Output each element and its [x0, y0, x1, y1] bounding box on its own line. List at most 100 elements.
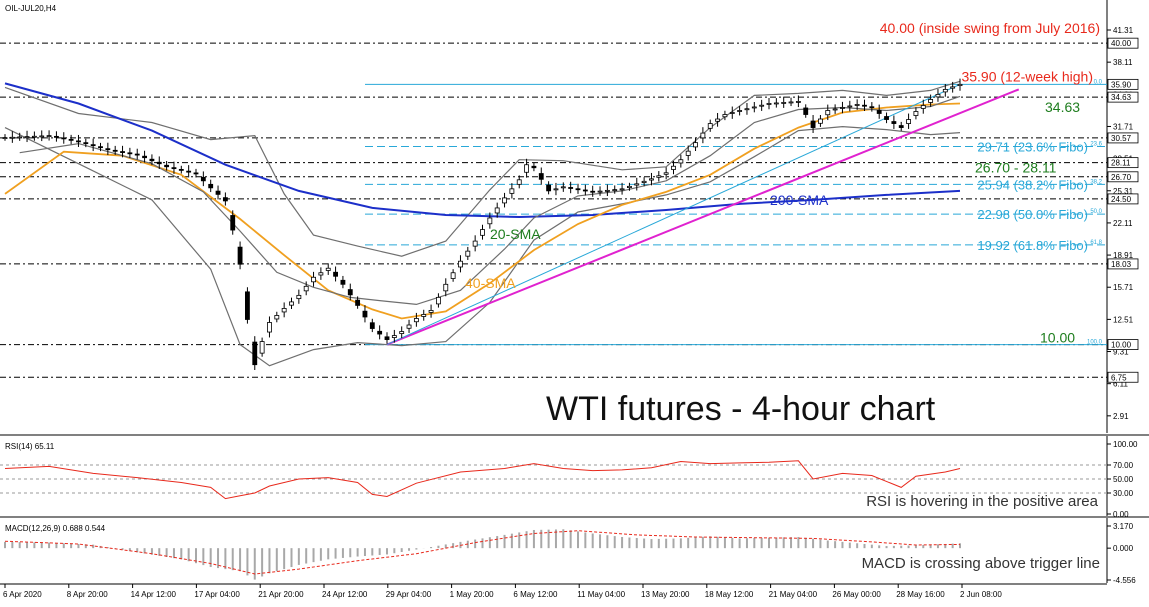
candle-body [737, 110, 743, 112]
fibo-ratio-label: 100.0 [1087, 340, 1103, 346]
candle-body [538, 173, 544, 180]
candle-body [200, 176, 206, 182]
price-label: 30.57 [1111, 134, 1132, 143]
candle-body [436, 296, 441, 305]
fibo-label: 19.92 (61.8% Fibo) [977, 238, 1088, 253]
candle-body [222, 197, 228, 202]
candle-body [832, 108, 838, 111]
candle-body [54, 135, 59, 138]
candle-body [935, 94, 941, 98]
candle-body [24, 136, 30, 139]
price-label: 35.90 [1111, 80, 1132, 89]
candle-body [428, 310, 434, 313]
candle-body [391, 335, 397, 338]
candle-body [781, 102, 787, 104]
candle-body [406, 324, 412, 329]
candle-body [840, 107, 845, 109]
fibo-ratio-label: 38.2 [1090, 179, 1102, 185]
macd-header: MACD(12,26,9) 0.688 0.544 [5, 524, 106, 533]
candle-body [928, 99, 934, 103]
candle-body [751, 106, 757, 109]
fibonacci-levels: 0.0 23.629.71 (23.6% Fibo) 38.225.94 (38.2… [365, 79, 1107, 346]
candle-body [98, 146, 103, 149]
candle-body [17, 136, 23, 139]
candle-body [590, 190, 596, 193]
candle-body [810, 120, 816, 128]
candle-body [942, 88, 948, 93]
candle-body [957, 83, 963, 87]
candle-body [215, 190, 221, 195]
rsi-series-line [4, 460, 961, 500]
candle-body [421, 314, 427, 317]
fibo-label: 29.71 (23.6% Fibo) [977, 140, 1088, 155]
macd-panel: MACD(12,26,9) 0.688 0.544 3.170 0.000 -4.5… [4, 518, 1136, 585]
candle-body [619, 188, 625, 191]
sma200-label: 200-SMA [770, 192, 829, 208]
macd-tick-label: 3.170 [1113, 522, 1134, 531]
candle-body [171, 167, 177, 170]
candle-body [862, 104, 867, 107]
price-tick-label: 9.31 [1113, 348, 1129, 357]
candle-body [627, 185, 632, 189]
price-label-box [1107, 258, 1139, 270]
fibo-ratio-label: 23.6 [1090, 142, 1102, 148]
time-tick-label: 13 May 20:00 [641, 590, 690, 599]
candle-body [869, 106, 875, 109]
chart-title: WTI futures - 4-hour chart [546, 390, 936, 428]
candle-body [788, 101, 794, 104]
candle-body [443, 283, 449, 292]
candle-body [362, 310, 368, 318]
candle-body [575, 188, 581, 191]
level-annotations: 40.00 (inside swing from July 2016) 35.90… [880, 20, 1100, 345]
candle-body [795, 101, 801, 103]
candle-body [604, 189, 610, 192]
price-tick-label: 15.71 [1113, 283, 1134, 292]
time-tick-label: 21 May 04:00 [769, 590, 818, 599]
price-tick-label: 18.91 [1113, 251, 1134, 260]
candle-body [891, 121, 897, 124]
rsi-levels [0, 464, 1107, 494]
macd-tick-label: -4.556 [1113, 576, 1136, 585]
candle-body [502, 197, 507, 204]
candle-body [707, 123, 713, 129]
candle-body [105, 148, 111, 151]
price-label: 40.00 [1111, 39, 1132, 48]
macd-axis: 3.170 0.000 -4.556 [1107, 522, 1136, 585]
candle-body [112, 149, 118, 152]
candle-body [193, 172, 199, 175]
price-label: 28.11 [1111, 159, 1131, 168]
candle-body [311, 276, 316, 283]
candle-body [127, 152, 133, 155]
candle-body [766, 103, 772, 105]
price-tick-label: 6.11 [1113, 380, 1129, 389]
candle-body [898, 125, 904, 128]
price-tick-label: 31.71 [1113, 122, 1134, 131]
candle-body [237, 246, 243, 265]
candle-body [274, 315, 280, 320]
time-tick-label: 28 May 16:00 [896, 590, 945, 599]
fibo-ratio-label: 50.0 [1090, 209, 1102, 215]
price-label-box [1107, 37, 1139, 49]
candle-body [612, 189, 618, 192]
candle-body [773, 102, 779, 105]
candle-body [854, 104, 860, 106]
bollinger-bands [4, 80, 961, 367]
fibo-ratio-label: 0.0 [1094, 79, 1103, 85]
candle-body [884, 116, 889, 120]
time-tick-label: 14 Apr 12:00 [131, 590, 177, 599]
candle-body [906, 119, 911, 124]
candle-body [494, 207, 500, 214]
candle-body [509, 188, 515, 194]
level-annotation: 40.00 (inside swing from July 2016) [880, 20, 1100, 36]
time-axis: 6 Apr 2020 8 Apr 20:00 14 Apr 12:00 17 Apr … [3, 584, 1002, 599]
time-tick-label: 8 Apr 20:00 [67, 590, 108, 599]
time-tick-label: 21 Apr 20:00 [258, 590, 304, 599]
candle-body [487, 217, 493, 225]
candle-body [90, 144, 96, 147]
time-tick-label: 11 May 04:00 [577, 590, 625, 599]
candle-body [399, 331, 405, 334]
candle-body [142, 155, 147, 159]
price-label: 34.63 [1111, 93, 1132, 102]
candle-body [803, 107, 809, 115]
price-candles [2, 78, 963, 371]
